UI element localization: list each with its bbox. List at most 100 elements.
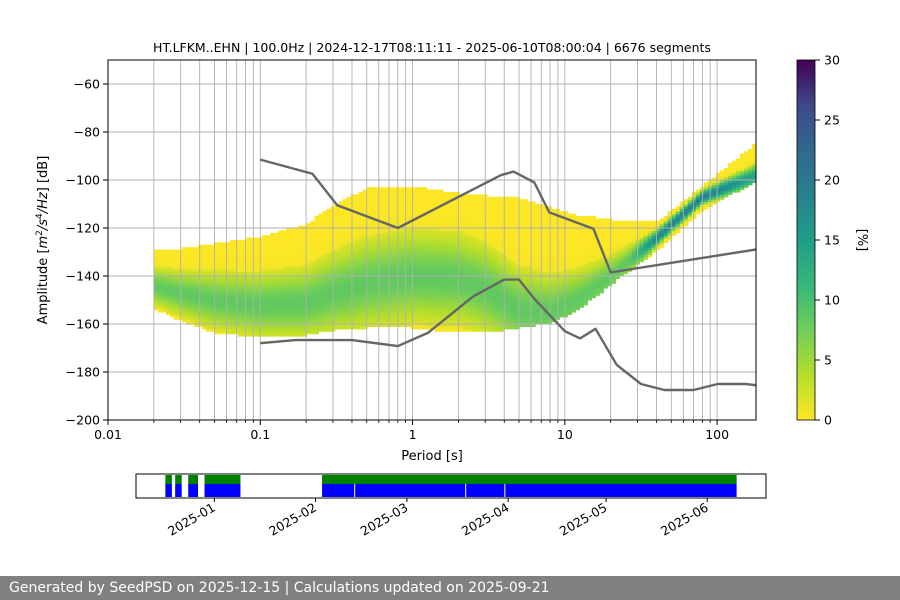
psd-cell [491,206,496,210]
psd-cell [270,249,275,253]
psd-cell [198,249,203,253]
psd-cell [487,283,492,287]
psd-cell [193,264,199,267]
psd-cell [430,273,436,277]
psd-cell [394,288,400,291]
psd-cell [462,280,468,284]
psd-cell [418,196,424,200]
psd-cell [326,261,332,265]
psd-cell [310,249,316,253]
psd-cell [314,314,320,318]
psd-cell [426,213,432,217]
psd-cell [246,271,251,275]
psd-cell [274,316,279,320]
psd-cell [470,302,476,306]
psd-cell [322,314,328,318]
psd-cell [350,285,356,289]
psd-cell [410,242,416,246]
psd-cell [470,201,476,205]
psd-cell [306,237,311,241]
psd-cell [466,273,472,277]
psd-cell [418,280,424,284]
psd-cell [262,292,267,296]
psd-cell [394,206,400,210]
psd-cell [250,328,255,332]
psd-cell [294,319,299,323]
psd-cell [202,312,207,315]
psd-cell [507,295,512,299]
psd-cell [206,249,211,253]
psd-cell [282,321,287,325]
psd-cell [370,194,376,198]
psd-cell [358,278,364,282]
psd-cell [507,196,512,200]
psd-cell [418,247,424,251]
psd-cell [314,316,320,320]
psd-cell [157,254,163,258]
psd-cell [318,309,324,313]
psd-cell [230,288,235,291]
psd-cell [487,244,492,248]
psd-cell [450,316,456,320]
psd-cell [462,211,468,215]
psd-cell [515,319,520,323]
psd-cell [519,249,524,253]
psd-cell [354,324,360,327]
psd-cell [527,312,532,315]
psd-cell [466,252,472,255]
psd-cell [214,261,219,265]
psd-cell [294,254,299,258]
psd-cell [559,247,564,251]
psd-cell [434,201,440,205]
psd-cell [298,285,303,289]
psd-cell [543,292,548,296]
psd-cell [406,247,412,251]
psd-cell [499,218,504,222]
psd-cell [531,213,536,217]
psd-cell [346,220,352,224]
psd-cell [278,230,283,234]
psd-cell [354,228,360,231]
psd-cell [346,295,352,299]
psd-cell [278,292,283,296]
psd-cell [338,259,344,263]
psd-cell [511,276,516,279]
psd-cell [454,232,460,236]
psd-cell [466,244,472,248]
psd-cell [157,261,163,265]
psd-cell [430,297,436,301]
psd-cell [362,321,368,325]
psd-cell [382,307,388,311]
psd-cell [230,254,235,258]
psd-cell [342,199,348,203]
psd-cell [346,196,352,200]
psd-cell [318,326,324,330]
psd-cell [157,304,163,308]
psd-cell [531,254,536,258]
psd-cell [314,276,320,279]
psd-cell [418,242,424,246]
psd-cell [298,268,303,272]
psd-cell [354,266,360,270]
psd-cell [446,213,452,217]
psd-cell [246,237,251,241]
psd-cell [230,290,235,294]
psd-cell [438,273,444,277]
psd-cell [479,264,484,267]
psd-cell [487,242,492,246]
psd-cell [487,316,492,320]
psd-cell [527,297,532,301]
psd-cell [382,309,388,313]
psd-cell [298,230,303,234]
psd-cell [346,256,352,260]
psd-cell [366,187,372,191]
psd-cell [214,292,219,296]
psd-cell [206,259,211,263]
psd-cell [302,283,307,287]
psd-cell [282,244,287,248]
psd-cell [350,268,356,272]
psd-cell [238,290,243,294]
psd-cell [446,278,452,282]
psd-cell [370,240,376,243]
psd-cell [563,213,568,217]
